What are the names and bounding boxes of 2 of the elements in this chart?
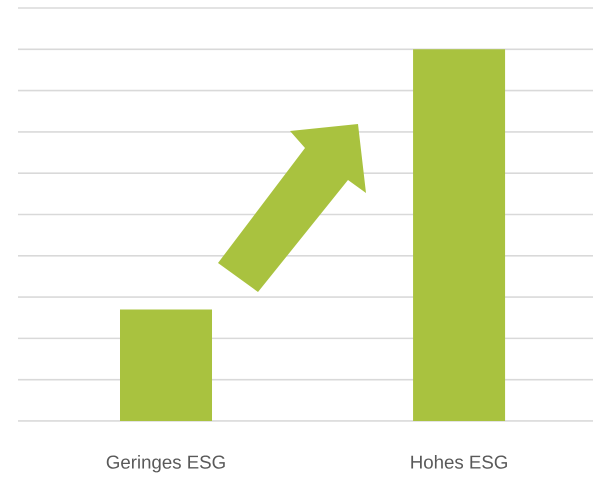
- x-tick-label: Geringes ESG: [106, 455, 225, 472]
- x-tick-label: Hohes ESG: [411, 455, 507, 469]
